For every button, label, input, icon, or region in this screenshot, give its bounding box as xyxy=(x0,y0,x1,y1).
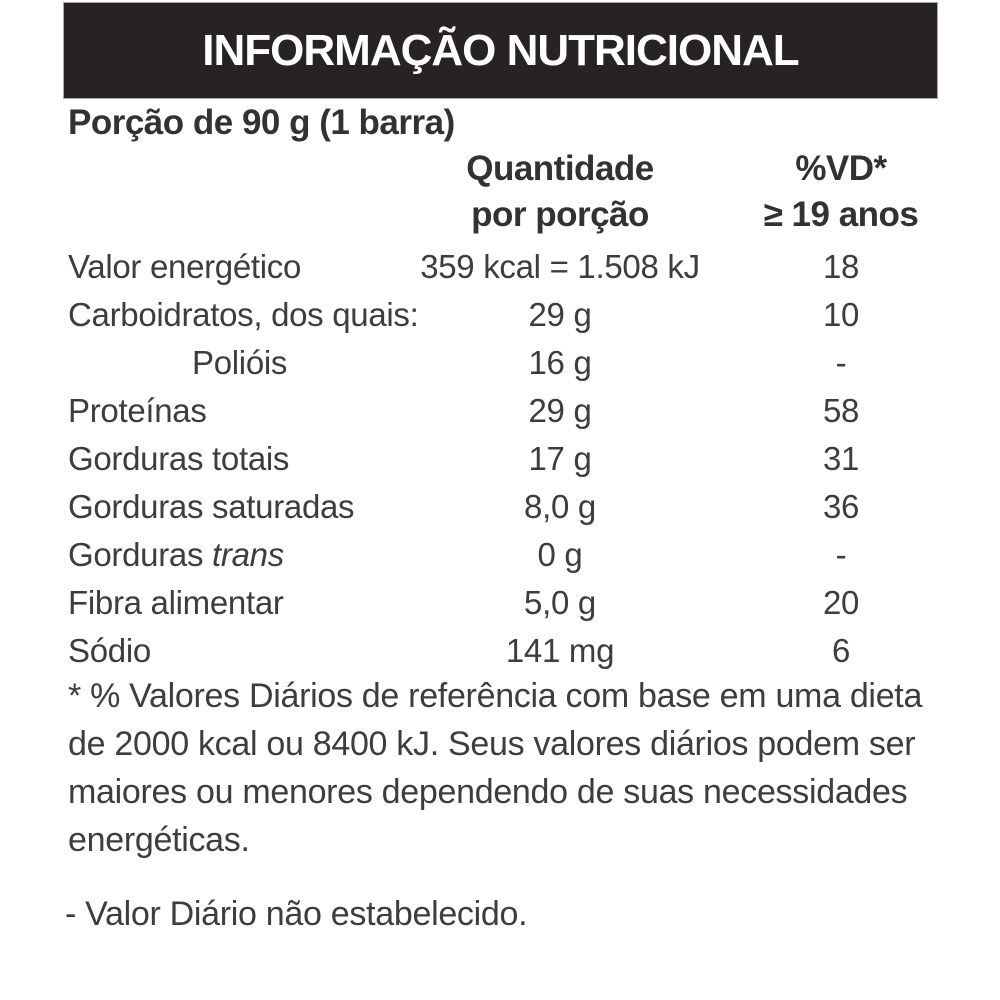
nutrient-amount: 141 mg xyxy=(505,632,615,669)
nutrient-amount: 29 g xyxy=(528,392,592,429)
column-header-amount-line2: por porção xyxy=(471,195,649,234)
nutrient-row: Valor energético 359 kcal = 1.508 kJ 18 xyxy=(0,243,1000,291)
nutrient-name: Gorduras totais xyxy=(68,440,290,477)
serving-size: Porção de 90 g (1 barra) xyxy=(68,103,455,142)
nutrient-row: Gorduras saturadas 8,0 g 36 xyxy=(0,483,1000,531)
nutrient-name: Carboidratos, dos quais: xyxy=(68,296,419,333)
column-header-vd-line2: ≥ 19 anos xyxy=(763,195,919,234)
nutrient-amount: 0 g xyxy=(537,536,583,573)
nutrient-amount: 16 g xyxy=(528,344,592,381)
nutrient-name: Gorduras saturadas xyxy=(68,488,355,525)
nutrient-daily-value: 6 xyxy=(831,632,851,669)
column-header-amount: Quantidade por porção xyxy=(390,146,730,238)
nutrient-row: Fibra alimentar 5,0 g 20 xyxy=(0,579,1000,627)
nutrient-daily-value: 31 xyxy=(822,440,860,477)
nutrient-row: Polióis 16 g - xyxy=(0,339,1000,387)
nutrient-row: Gorduras trans 0 g - xyxy=(0,531,1000,579)
nutrient-daily-value: - xyxy=(835,536,847,573)
nutrient-name: Fibra alimentar xyxy=(68,584,284,621)
nutrient-daily-value: - xyxy=(835,344,847,381)
nutrient-name: Valor energético xyxy=(68,248,302,285)
nutrient-name: Gorduras trans xyxy=(68,536,284,573)
nutrient-amount: 29 g xyxy=(528,296,592,333)
nutrient-daily-value: 18 xyxy=(822,248,860,285)
nutrient-name: Proteínas xyxy=(68,392,207,429)
nutrient-table: Valor energético 359 kcal = 1.508 kJ 18 … xyxy=(0,243,1000,675)
nutrient-name: Sódio xyxy=(68,632,151,669)
title-bar: INFORMAÇÃO NUTRICIONAL xyxy=(63,2,938,99)
column-header-vd: %VD* ≥ 19 anos xyxy=(763,146,919,238)
nutrient-amount: 359 kcal = 1.508 kJ xyxy=(420,248,700,285)
column-header-amount-line1: Quantidade xyxy=(466,149,654,188)
nutrient-daily-value: 20 xyxy=(822,584,860,621)
nutrient-row: Carboidratos, dos quais: 29 g 10 xyxy=(0,291,1000,339)
nutrient-name: Polióis xyxy=(192,344,288,381)
nutrient-amount: 8,0 g xyxy=(524,488,596,525)
nutrient-row: Sódio 141 mg 6 xyxy=(0,627,1000,675)
nutrient-daily-value: 10 xyxy=(822,296,860,333)
nutrient-daily-value: 36 xyxy=(822,488,860,525)
dv-footnote: * % Valores Diários de referência com ba… xyxy=(68,677,923,859)
column-header-vd-line1: %VD* xyxy=(795,149,887,188)
nutrient-amount: 17 g xyxy=(528,440,592,477)
label-title: INFORMAÇÃO NUTRICIONAL xyxy=(202,25,799,75)
nutrient-row: Gorduras totais 17 g 31 xyxy=(0,435,1000,483)
nutrient-amount: 5,0 g xyxy=(524,584,596,621)
nutrient-row: Proteínas 29 g 58 xyxy=(0,387,1000,435)
nutrient-daily-value: 58 xyxy=(822,392,860,429)
dv-not-established-note: - Valor Diário não estabelecido. xyxy=(65,895,528,933)
